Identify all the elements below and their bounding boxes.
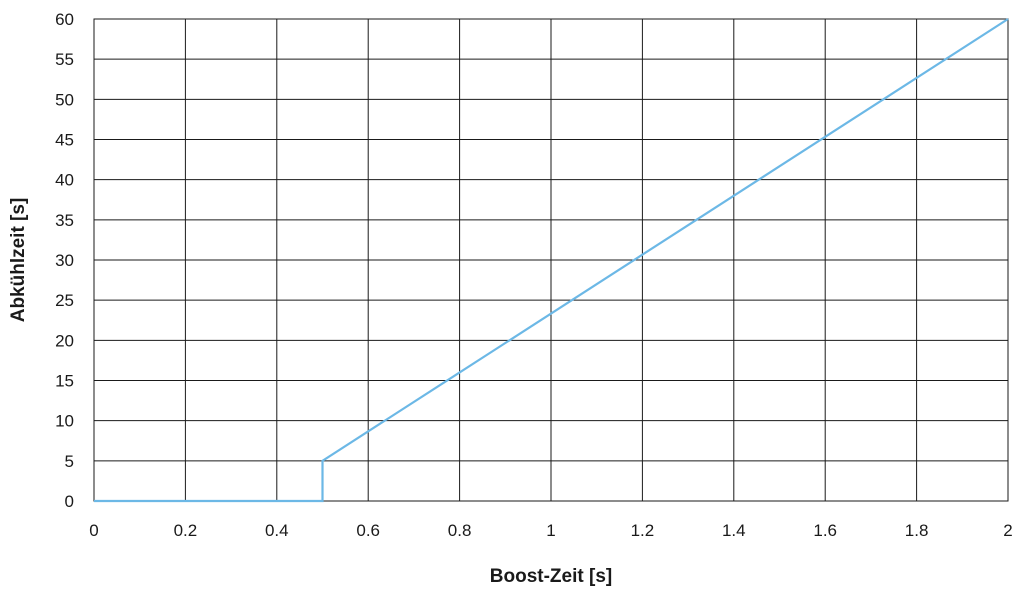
x-tick-label: 1.8 — [905, 521, 929, 540]
x-tick-label: 1.2 — [631, 521, 655, 540]
x-tick-label: 0 — [89, 521, 98, 540]
y-tick-label: 20 — [55, 331, 74, 350]
x-tick-label: 0.8 — [448, 521, 472, 540]
y-tick-label: 50 — [55, 90, 74, 109]
y-tick-label: 10 — [55, 412, 74, 431]
x-tick-label: 0.2 — [174, 521, 198, 540]
y-tick-label: 45 — [55, 131, 74, 150]
x-tick-label: 0.4 — [265, 521, 289, 540]
y-tick-label: 25 — [55, 291, 74, 310]
y-tick-label: 0 — [65, 492, 74, 511]
x-tick-label: 0.6 — [356, 521, 380, 540]
grid — [93, 18, 1009, 502]
x-tick-label: 2 — [1003, 521, 1012, 540]
y-tick-label: 40 — [55, 171, 74, 190]
y-tick-label: 30 — [55, 251, 74, 270]
plot-area-frame — [93, 18, 1009, 502]
y-tick-label: 55 — [55, 50, 74, 69]
series-layer — [94, 18, 1009, 503]
x-tick-label: 1 — [546, 521, 555, 540]
y-tick-label: 5 — [65, 452, 74, 471]
y-tick-label: 15 — [55, 372, 74, 391]
y-axis-ticks: 0 5 10 15 20 25 30 35 40 45 50 55 60 — [55, 10, 74, 511]
x-axis-title: Boost-Zeit [s] — [490, 566, 612, 587]
y-tick-label: 35 — [55, 211, 74, 230]
x-tick-label: 1.6 — [813, 521, 837, 540]
y-axis-title: Abkühlzeit [s] — [8, 198, 29, 323]
x-axis-ticks: 0 0.2 0.4 0.6 0.8 1 1.2 1.4 1.6 1.8 2 — [89, 521, 1012, 540]
x-tick-label: 1.4 — [722, 521, 746, 540]
y-tick-label: 60 — [55, 10, 74, 29]
series-line — [94, 18, 1009, 503]
